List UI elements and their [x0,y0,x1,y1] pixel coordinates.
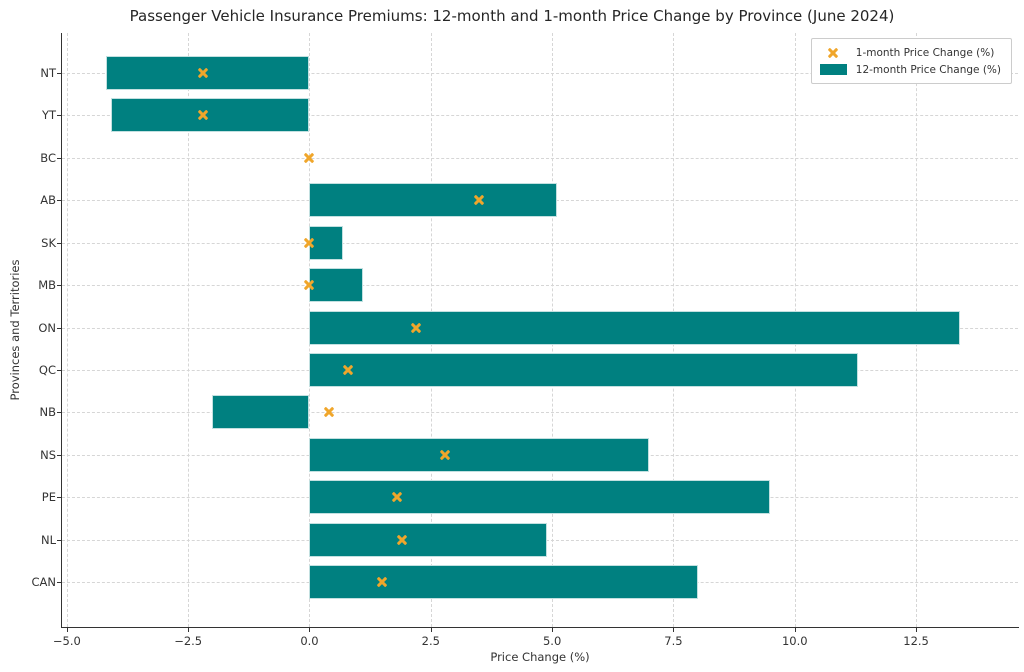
x-tick [430,628,432,632]
plot-area: 1-month Price Change (%) 12-month Price … [62,33,1018,627]
bar-NL [309,522,548,557]
marker-QC [342,364,354,376]
marker-MB [303,279,315,291]
y-tick [57,115,61,117]
y-tick [57,157,61,159]
h-gridline [62,157,1018,159]
marker-CAN [376,576,388,588]
x-axis-label: Price Change (%) [490,650,590,664]
y-tick [57,369,61,371]
y-tick [57,200,61,202]
legend-item-1month: 1-month Price Change (%) [820,44,1001,61]
v-gridline [66,33,68,627]
chart-title: Passenger Vehicle Insurance Premiums: 12… [129,7,895,25]
y-tick-label-NS: NS [40,447,56,462]
legend-x-marker-icon [820,47,847,59]
y-tick [57,497,61,499]
y-tick-label-NT: NT [40,66,56,80]
marker-PE [391,491,403,503]
x-tick-label: 10.0 [781,634,808,648]
x-axis-spine [61,627,1019,629]
x-tick-label: 2.5 [421,634,440,648]
bar-NT [105,56,310,90]
v-gridline [188,33,190,627]
bar-YT [110,98,310,133]
bar-NB [212,395,310,430]
bar-QC [309,352,858,387]
x-tick-label: 5.0 [542,634,562,648]
legend: 1-month Price Change (%) 12-month Price … [810,38,1012,84]
bar-AB [309,183,557,218]
bar-ON [309,310,960,345]
legend-label-12month: 12-month Price Change (%) [855,63,1001,76]
legend-label-1month: 1-month Price Change (%) [855,46,995,59]
x-tick-label: 0.0 [300,634,319,648]
y-tick-label-NL: NL [40,532,56,547]
y-tick-label-QC: QC [38,362,56,377]
marker-AB [473,194,485,206]
x-tick-label: −2.5 [174,634,203,648]
y-tick [57,242,61,244]
marker-NB [323,406,335,418]
h-gridline [62,412,1018,414]
y-tick [57,327,61,329]
marker-BC [303,152,315,164]
h-gridline [62,73,1018,74]
h-gridline [62,115,1018,117]
y-axis-spine [61,33,63,628]
y-tick-label-ON: ON [38,320,56,335]
bar-CAN [309,565,698,600]
x-tick [66,628,68,632]
bar-NS [309,437,650,472]
x-tick [673,628,675,632]
y-tick-label-YT: YT [41,108,56,123]
bar-PE [309,480,771,515]
y-tick-label-NB: NB [39,405,57,420]
x-tick-label: −5.0 [52,634,81,648]
x-tick [552,628,554,632]
bar-MB [309,268,363,303]
y-tick-label-AB: AB [40,193,56,208]
y-tick [57,582,61,584]
x-tick [794,628,796,632]
marker-NL [396,534,408,546]
y-tick-label-PE: PE [41,490,56,505]
legend-item-12month: 12-month Price Change (%) [819,61,1001,78]
x-tick [188,628,190,632]
y-tick-label-BC: BC [40,150,56,165]
x-tick [309,628,311,632]
legend-bar-swatch-icon [819,64,847,75]
x-tick [916,628,918,632]
bar-SK [309,225,344,260]
y-tick-label-MB: MB [38,278,56,293]
marker-YT [197,109,209,121]
y-tick [57,412,61,414]
y-tick [57,454,61,456]
marker-ON [410,322,422,334]
y-tick [57,73,61,74]
x-tick-label: 7.5 [664,634,683,648]
marker-NS [439,449,451,461]
marker-SK [303,237,315,249]
y-tick [57,539,61,541]
y-tick-label-CAN: CAN [31,575,57,590]
legend-x-marker [827,47,839,59]
h-gridline [62,242,1018,244]
h-gridline [62,285,1018,287]
y-tick [57,285,61,287]
marker-NT [197,67,209,79]
x-tick-label: 12.5 [903,634,929,648]
y-tick-label-SK: SK [41,235,56,250]
